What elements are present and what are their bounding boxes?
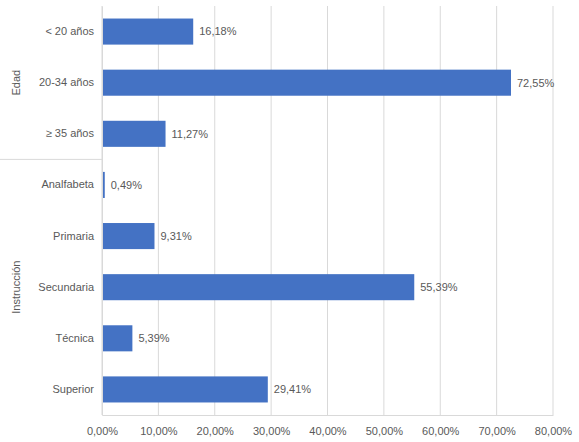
bar bbox=[102, 121, 166, 147]
data-label: 16,18% bbox=[199, 25, 237, 37]
data-labels: 16,18% 72,55% 11,27% 0,49% 9,31% 55,39% 5,39% 2… bbox=[111, 25, 555, 395]
y-tick-label: Primaria bbox=[53, 230, 95, 242]
grid-line bbox=[383, 6, 384, 415]
x-tick: 10,00% bbox=[140, 415, 178, 437]
x-tick-label: 70,00% bbox=[478, 425, 516, 437]
bar bbox=[102, 274, 414, 300]
x-tick-label: 80,00% bbox=[535, 425, 573, 437]
y-tick-label: < 20 años bbox=[45, 25, 94, 37]
grid-line bbox=[553, 6, 554, 415]
y-tick: Superior bbox=[52, 383, 102, 395]
bar bbox=[102, 376, 268, 402]
data-label: 0,49% bbox=[111, 179, 142, 191]
bar bbox=[102, 325, 132, 351]
x-axis: 0,00% 10,00% 20,00% 30,00% 40,00% 50,00% 60,00… bbox=[87, 415, 572, 437]
y-tick: 20-34 años bbox=[39, 76, 102, 88]
x-tick: 20,00% bbox=[197, 415, 235, 437]
group-separator bbox=[0, 159, 102, 160]
groups: Edad Instrucción bbox=[0, 70, 102, 314]
grid bbox=[102, 6, 553, 415]
x-tick: 50,00% bbox=[366, 415, 404, 437]
bar bbox=[102, 70, 511, 96]
y-tick-label: Analfabeta bbox=[41, 178, 94, 190]
x-axis-line bbox=[103, 415, 554, 416]
grid-line bbox=[214, 6, 215, 415]
y-tick: Secundaria bbox=[38, 281, 102, 293]
data-label: 55,39% bbox=[420, 281, 458, 293]
data-label: 29,41% bbox=[274, 383, 312, 395]
y-tick-label: ≥ 35 años bbox=[46, 127, 95, 139]
group-label: Edad bbox=[10, 70, 22, 96]
x-tick-label: 20,00% bbox=[197, 425, 235, 437]
y-tick: Primaria bbox=[53, 230, 102, 242]
bars bbox=[102, 19, 511, 403]
y-axis: < 20 años 20-34 años ≥ 35 años Analfabeta Pr… bbox=[38, 7, 102, 416]
grid-line bbox=[158, 6, 159, 415]
y-tick: Técnica bbox=[55, 332, 102, 344]
x-tick: 0,00% bbox=[87, 415, 118, 437]
bar bbox=[102, 223, 154, 249]
y-tick-label: Superior bbox=[52, 383, 94, 395]
x-tick-label: 10,00% bbox=[140, 425, 178, 437]
plot-area: 16,18% 72,55% 11,27% 0,49% 9,31% 55,39% 5,39% 2… bbox=[38, 6, 572, 437]
y-tick: ≥ 35 años bbox=[46, 127, 102, 139]
data-label: 72,55% bbox=[517, 77, 555, 89]
x-tick-label: 50,00% bbox=[366, 425, 404, 437]
y-tick: < 20 años bbox=[45, 25, 102, 37]
grid-line bbox=[102, 6, 103, 415]
y-tick: Analfabeta bbox=[41, 178, 102, 190]
data-label: 5,39% bbox=[138, 332, 169, 344]
y-tick-label: Secundaria bbox=[38, 281, 95, 293]
x-tick: 60,00% bbox=[422, 415, 460, 437]
grid-line bbox=[271, 6, 272, 415]
data-label: 11,27% bbox=[172, 128, 209, 140]
grid-line bbox=[496, 6, 497, 415]
chart-container: 16,18% 72,55% 11,27% 0,49% 9,31% 55,39% 5,39% 2… bbox=[0, 0, 579, 442]
x-tick: 70,00% bbox=[478, 415, 516, 437]
grid-line bbox=[327, 6, 328, 415]
chart-svg: 16,18% 72,55% 11,27% 0,49% 9,31% 55,39% 5,39% 2… bbox=[0, 0, 579, 442]
x-tick-label: 60,00% bbox=[422, 425, 460, 437]
y-tick-label: Técnica bbox=[55, 332, 94, 344]
x-tick: 40,00% bbox=[309, 415, 347, 437]
x-tick-label: 30,00% bbox=[253, 425, 291, 437]
y-tick-label: 20-34 años bbox=[39, 76, 95, 88]
x-tick: 30,00% bbox=[253, 415, 291, 437]
bar bbox=[102, 19, 193, 45]
data-label: 9,31% bbox=[160, 230, 191, 242]
x-tick-label: 0,00% bbox=[87, 425, 118, 437]
group-label: Instrucción bbox=[10, 261, 22, 314]
grid-line bbox=[440, 6, 441, 415]
y-axis-line bbox=[102, 7, 103, 416]
x-tick: 80,00% bbox=[535, 415, 573, 437]
x-tick-label: 40,00% bbox=[309, 425, 347, 437]
